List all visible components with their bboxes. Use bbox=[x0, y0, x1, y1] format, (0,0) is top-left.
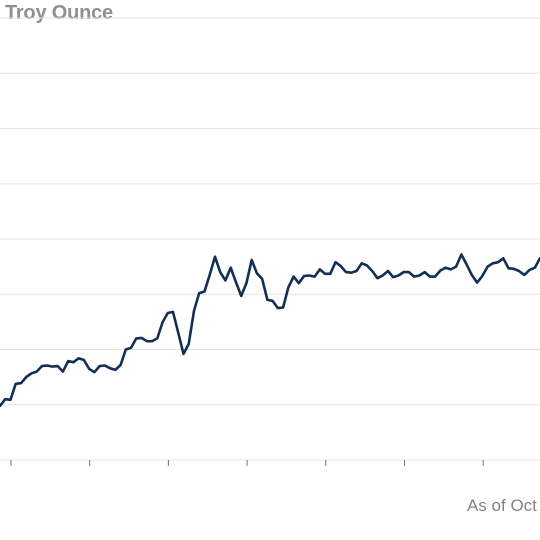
series-line bbox=[0, 253, 540, 408]
series-layer bbox=[0, 253, 540, 408]
as-of-note: As of Oct bbox=[467, 496, 537, 515]
gridlines bbox=[0, 17, 540, 406]
x-axis bbox=[0, 459, 540, 466]
